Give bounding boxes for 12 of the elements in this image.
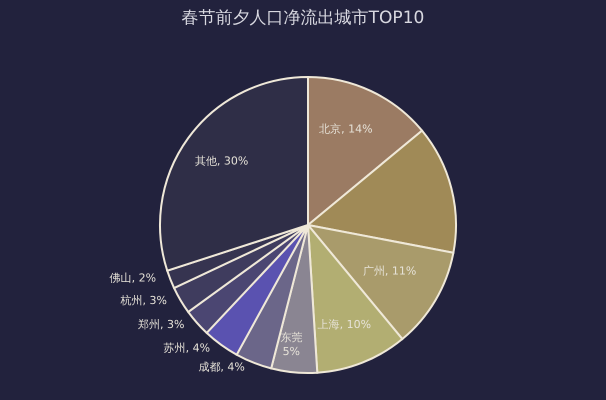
- slice-label: 佛山, 2%: [110, 272, 156, 285]
- slice-label: 东莞: [280, 330, 302, 344]
- slice-label: 成都, 4%: [198, 360, 245, 374]
- slice-label: 苏州, 4%: [164, 341, 210, 354]
- slice-label: 北京, 14%: [319, 122, 373, 136]
- slice-label: 上海, 10%: [318, 318, 372, 332]
- chart-title: 春节前夕人口净流出城市TOP10: [180, 7, 426, 29]
- slice-label: 其他, 30%: [194, 154, 248, 168]
- slice-label: 广州, 11%: [362, 264, 416, 278]
- slice-label: 杭州, 3%: [120, 294, 168, 307]
- slice-label: 郑州, 3%: [138, 318, 184, 331]
- data-label: 5%: [282, 344, 300, 358]
